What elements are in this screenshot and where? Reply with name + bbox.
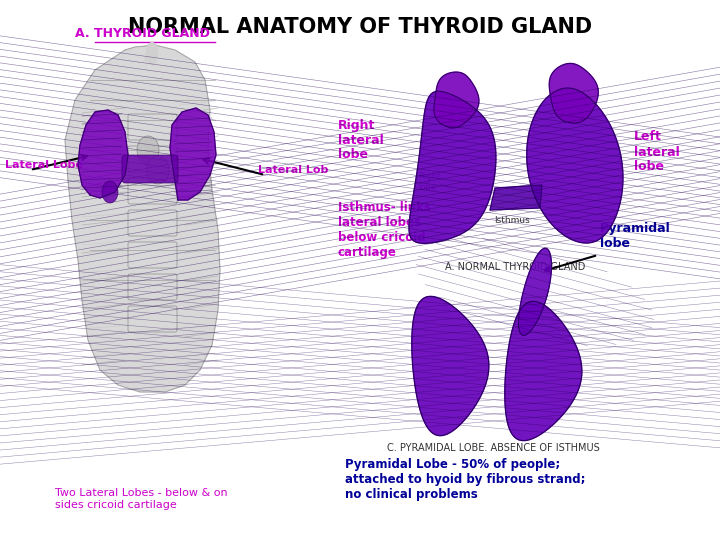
Text: Two Lateral Lobes - below & on
sides cricoid cartilage: Two Lateral Lobes - below & on sides cri… (55, 488, 228, 510)
Text: C. PYRAMIDAL LOBE. ABSENCE OF ISTHMUS: C. PYRAMIDAL LOBE. ABSENCE OF ISTHMUS (387, 443, 599, 453)
FancyBboxPatch shape (128, 114, 177, 140)
Polygon shape (78, 110, 128, 198)
Text: A. THYROID GLAND: A. THYROID GLAND (75, 27, 210, 40)
FancyBboxPatch shape (128, 178, 177, 204)
FancyBboxPatch shape (128, 274, 177, 300)
Ellipse shape (137, 136, 159, 164)
Text: Isthmus: Isthmus (494, 216, 530, 225)
Text: Pyramidal Lobe - 50% of people;
attached to hyoid by fibrous strand;
no clinical: Pyramidal Lobe - 50% of people; attached… (345, 458, 585, 501)
FancyBboxPatch shape (128, 146, 177, 172)
Polygon shape (505, 301, 582, 441)
Polygon shape (518, 248, 552, 335)
FancyBboxPatch shape (122, 155, 178, 183)
Polygon shape (145, 42, 158, 65)
Ellipse shape (102, 181, 118, 203)
Polygon shape (412, 296, 489, 436)
Polygon shape (549, 63, 598, 123)
Text: NORMAL ANATOMY OF THYROID GLAND: NORMAL ANATOMY OF THYROID GLAND (128, 17, 592, 37)
Text: Isthmus- links
lateral lobes
below cricoid
cartilage: Isthmus- links lateral lobes below crico… (338, 201, 431, 259)
Text: Right
lobe: Right lobe (418, 172, 440, 192)
Text: A. NORMAL THYROID GLAND: A. NORMAL THYROID GLAND (445, 262, 585, 272)
Text: Right
lateral
lobe: Right lateral lobe (338, 118, 384, 161)
Ellipse shape (147, 156, 169, 184)
FancyBboxPatch shape (128, 306, 177, 332)
Text: Lateral Lob: Lateral Lob (258, 165, 328, 175)
Polygon shape (170, 108, 216, 200)
Text: Lateral Lobe: Lateral Lobe (5, 160, 83, 170)
Polygon shape (527, 88, 623, 243)
Text: Pyramidal
lobe: Pyramidal lobe (600, 222, 671, 250)
Polygon shape (490, 185, 542, 210)
Polygon shape (434, 72, 479, 128)
Polygon shape (65, 45, 220, 392)
Text: Left
lateral
lobe: Left lateral lobe (634, 131, 680, 173)
Polygon shape (409, 91, 496, 244)
FancyBboxPatch shape (128, 210, 177, 236)
FancyBboxPatch shape (128, 242, 177, 268)
